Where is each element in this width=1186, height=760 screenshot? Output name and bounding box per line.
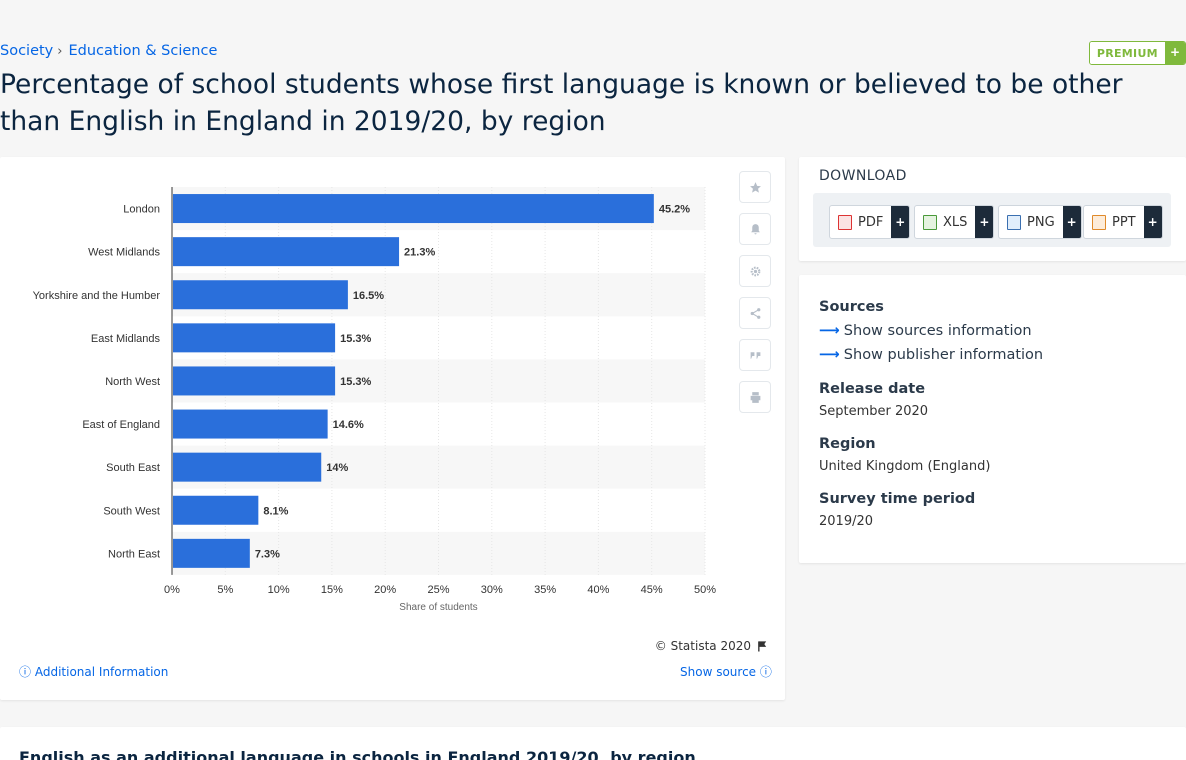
- quote-icon[interactable]: [739, 339, 771, 371]
- x-tick-label: 25%: [427, 584, 449, 596]
- bar: [173, 323, 336, 353]
- download-pdf-button[interactable]: PDF +: [829, 205, 911, 239]
- x-axis-title: Share of students: [399, 602, 477, 613]
- bar: [173, 280, 348, 310]
- x-tick-label: 15%: [321, 584, 343, 596]
- show-source-link[interactable]: Show source ⓘ: [680, 663, 772, 680]
- chart-toolbar: [739, 171, 771, 413]
- additional-information-link[interactable]: ⓘ Additional Information: [19, 663, 168, 680]
- png-file-icon: [1007, 214, 1021, 230]
- xls-plus: +: [975, 206, 994, 238]
- ppt-file-icon: [1092, 214, 1106, 230]
- bell-icon[interactable]: [739, 213, 771, 245]
- release-date-value: September 2020: [819, 404, 929, 419]
- copyright: © Statista 2020: [655, 639, 768, 653]
- category-label: North West: [105, 376, 160, 388]
- data-label: 14.6%: [333, 419, 364, 431]
- bar-chart: London 45.2% West Midlands 21.3% Yorkshire a…: [33, 187, 716, 613]
- pdf-plus: +: [891, 206, 910, 238]
- x-tick-label: 20%: [374, 584, 396, 596]
- flag-icon[interactable]: [757, 640, 768, 652]
- breadcrumb-separator: ›: [57, 43, 63, 59]
- show-publisher-label: Show publisher information: [843, 347, 1044, 363]
- download-png-button[interactable]: PNG +: [998, 205, 1082, 239]
- breadcrumb-society[interactable]: Society: [0, 43, 54, 59]
- data-label: 16.5%: [353, 290, 384, 302]
- data-label: 15.3%: [340, 333, 371, 345]
- category-label: South West: [103, 505, 160, 517]
- premium-plus: +: [1164, 42, 1185, 64]
- share-icon[interactable]: [739, 297, 771, 329]
- breadcrumb-education-science[interactable]: Education & Science: [68, 43, 218, 59]
- copyright-text: © Statista 2020: [654, 639, 751, 653]
- download-heading: DOWNLOAD: [819, 168, 907, 184]
- print-icon[interactable]: [739, 381, 771, 413]
- png-label: PNG: [1027, 214, 1055, 230]
- arrow-right-icon: ⟶: [819, 323, 840, 339]
- bar: [173, 237, 400, 267]
- star-icon[interactable]: [739, 171, 771, 203]
- x-tick-label: 10%: [268, 584, 290, 596]
- info-circle-icon: ⓘ: [19, 665, 32, 679]
- data-label: 21.3%: [404, 247, 435, 259]
- breadcrumb: Society › Education & Science: [0, 43, 217, 59]
- bar: [173, 366, 336, 396]
- related-chart-title[interactable]: English as an additional language in sch…: [19, 748, 696, 760]
- bar: [173, 538, 250, 568]
- data-label: 45.2%: [659, 204, 690, 216]
- x-tick-label: 5%: [217, 584, 233, 596]
- data-label: 14%: [326, 462, 348, 474]
- region-value: United Kingdom (England): [819, 459, 991, 474]
- survey-period-label: Survey time period: [819, 491, 976, 507]
- x-tick-label: 45%: [641, 584, 663, 596]
- arrow-right-icon: ⟶: [819, 347, 840, 363]
- sources-label: Sources: [819, 299, 884, 315]
- category-label: East Midlands: [91, 333, 161, 345]
- data-label: 8.1%: [263, 505, 288, 517]
- category-label: Yorkshire and the Humber: [33, 290, 161, 302]
- release-date-label: Release date: [819, 381, 926, 397]
- data-label: 7.3%: [255, 548, 280, 560]
- category-label: North East: [108, 548, 160, 560]
- pdf-label: PDF: [858, 214, 884, 230]
- show-source-label: Show source: [680, 665, 757, 679]
- premium-badge[interactable]: PREMIUM +: [1088, 41, 1186, 65]
- info-card: [799, 275, 1186, 563]
- bar: [173, 409, 328, 439]
- show-publisher-link[interactable]: ⟶ Show publisher information: [819, 347, 1043, 363]
- category-label: West Midlands: [88, 247, 160, 259]
- pdf-file-icon: [838, 214, 852, 230]
- xls-file-icon: [923, 214, 937, 230]
- category-label: London: [123, 204, 160, 216]
- page-title: Percentage of school students whose firs…: [0, 69, 1123, 137]
- additional-information-label: Additional Information: [34, 665, 169, 679]
- bottom-card: [0, 727, 1186, 760]
- category-label: East of England: [82, 419, 160, 431]
- bar: [173, 495, 259, 525]
- gear-icon[interactable]: [739, 255, 771, 287]
- x-tick-label: 40%: [587, 584, 609, 596]
- bar: [173, 452, 322, 482]
- premium-label: PREMIUM: [1089, 42, 1165, 64]
- category-label: South East: [106, 462, 160, 474]
- x-tick-label: 30%: [481, 584, 503, 596]
- x-tick-label: 35%: [534, 584, 556, 596]
- ppt-plus: +: [1143, 206, 1162, 238]
- xls-label: XLS: [943, 214, 968, 230]
- info-circle-icon: ⓘ: [759, 665, 772, 679]
- download-xls-button[interactable]: XLS +: [914, 205, 995, 239]
- png-plus: +: [1062, 206, 1081, 238]
- data-label: 15.3%: [340, 376, 371, 388]
- survey-period-value: 2019/20: [819, 514, 874, 529]
- x-tick-label: 0%: [164, 584, 180, 596]
- x-tick-label: 50%: [694, 584, 716, 596]
- region-label: Region: [819, 436, 876, 452]
- ppt-label: PPT: [1112, 214, 1136, 230]
- download-ppt-button[interactable]: PPT +: [1083, 205, 1163, 239]
- show-sources-label: Show sources information: [843, 323, 1032, 339]
- bar: [173, 194, 654, 224]
- show-sources-link[interactable]: ⟶ Show sources information: [819, 323, 1032, 339]
- top-bar: [0, 0, 1186, 36]
